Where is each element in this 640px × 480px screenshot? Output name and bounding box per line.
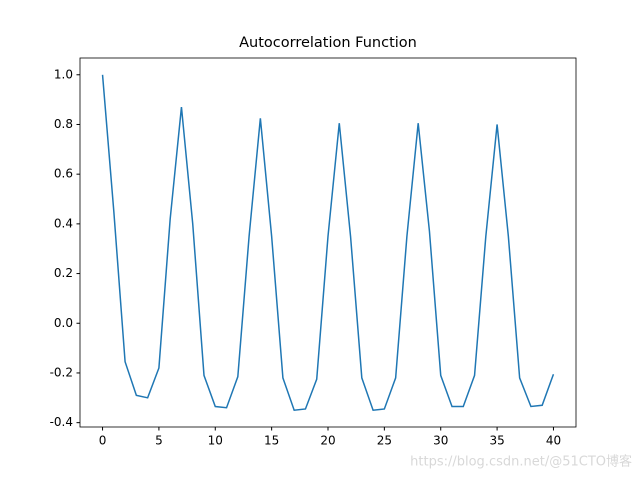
- x-tick-label: 15: [264, 434, 279, 448]
- y-tick-label: 0.8: [54, 117, 73, 131]
- y-tick-label: 0.2: [54, 266, 73, 280]
- y-tick-label: 0.4: [54, 216, 73, 230]
- x-tick-label: 20: [320, 434, 335, 448]
- x-tick-label: 10: [208, 434, 223, 448]
- x-tick-label: 25: [377, 434, 392, 448]
- y-tick-label: 0.6: [54, 167, 73, 181]
- y-tick-label: -0.4: [50, 415, 73, 429]
- x-tick-label: 35: [489, 434, 504, 448]
- x-tick-label: 5: [155, 434, 163, 448]
- y-tick-label: -0.2: [50, 365, 73, 379]
- x-tick-label: 30: [433, 434, 448, 448]
- chart-title: Autocorrelation Function: [239, 35, 417, 51]
- y-tick-label: 0.0: [54, 316, 73, 330]
- x-tick-label: 40: [546, 434, 561, 448]
- y-tick-label: 1.0: [54, 67, 73, 81]
- x-tick-label: 0: [99, 434, 107, 448]
- line: [101, 74, 555, 412]
- axes-frame: [79, 57, 577, 428]
- watermark: https://blog.csdn.net/@51CTO博客: [410, 454, 632, 470]
